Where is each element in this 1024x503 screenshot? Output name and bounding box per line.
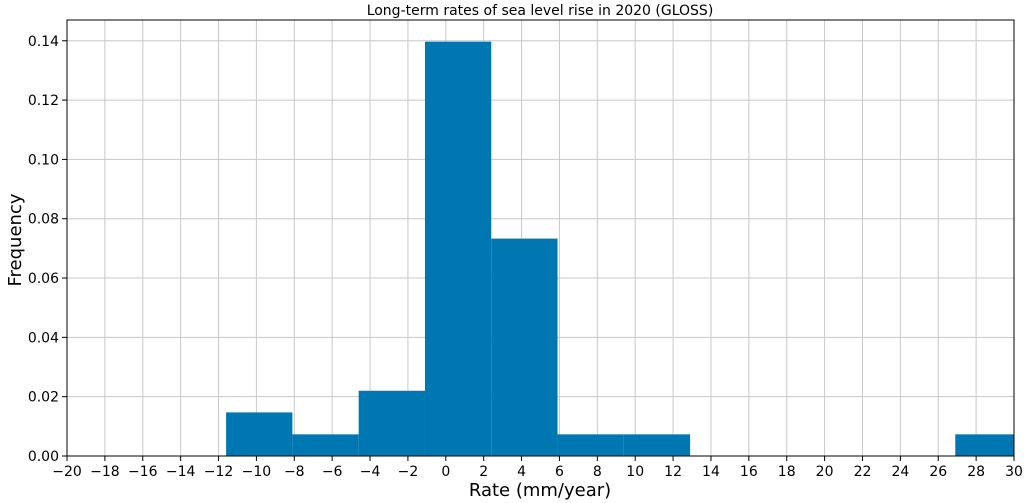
histogram-bar <box>491 238 558 456</box>
histogram-bar <box>557 434 624 456</box>
histogram-bar <box>358 390 425 456</box>
x-tick-label: −18 <box>90 464 120 480</box>
y-axis-label: Frequency <box>5 193 26 286</box>
histogram-bar <box>424 41 492 456</box>
histogram-bar <box>226 412 293 456</box>
x-tick-label: 10 <box>626 464 644 480</box>
x-tick-label: 8 <box>593 464 602 480</box>
plot-frame <box>66 19 1015 457</box>
x-tick-label: −6 <box>322 464 343 480</box>
histogram-bar <box>623 434 691 456</box>
x-tick-label: 22 <box>854 464 872 480</box>
x-tick-label: −4 <box>360 464 381 480</box>
chart-title: Long-term rates of sea level rise in 202… <box>367 3 714 19</box>
x-tick-label: 2 <box>479 464 488 480</box>
y-tick-label: 0.02 <box>28 390 59 406</box>
x-tick-label: 26 <box>929 464 947 480</box>
x-tick-label: −16 <box>128 464 158 480</box>
y-tick-label: 0.12 <box>28 93 59 109</box>
y-tick-label: 0.00 <box>28 449 59 465</box>
x-tick-label: −2 <box>398 464 419 480</box>
y-tick-label: 0.04 <box>28 330 59 346</box>
histogram-bar <box>292 434 359 456</box>
x-axis-ticks: −20 −18 −16 −14 −12 −10 −8 −6 −4 −2 0 2 4 6 8 10 12 14 16 1… <box>52 456 1023 480</box>
x-tick-label: −14 <box>166 464 196 480</box>
x-tick-label: 28 <box>967 464 985 480</box>
x-tick-label: −12 <box>204 464 234 480</box>
x-tick-label: 12 <box>664 464 682 480</box>
x-tick-label: 24 <box>891 464 909 480</box>
x-tick-label: 20 <box>816 464 834 480</box>
x-tick-label: −20 <box>52 464 82 480</box>
histogram-bars <box>226 41 1014 456</box>
x-tick-label: 16 <box>740 464 758 480</box>
x-tick-label: 18 <box>778 464 796 480</box>
x-tick-label: −10 <box>242 464 272 480</box>
y-tick-label: 0.06 <box>28 271 59 287</box>
x-tick-label: 0 <box>441 464 450 480</box>
x-tick-label: 6 <box>555 464 564 480</box>
y-axis-ticks: 0.00 0.02 0.04 0.06 0.08 0.10 0.12 0.14 <box>28 34 67 465</box>
x-tick-label: 4 <box>517 464 526 480</box>
y-tick-label: 0.10 <box>28 152 59 168</box>
y-tick-label: 0.08 <box>28 212 59 228</box>
x-axis-label: Rate (mm/year) <box>469 480 611 501</box>
x-tick-label: −8 <box>284 464 305 480</box>
x-tick-label: 14 <box>702 464 720 480</box>
histogram-bar <box>955 434 1014 456</box>
y-tick-label: 0.14 <box>28 34 59 50</box>
x-tick-label: 30 <box>1005 464 1023 480</box>
